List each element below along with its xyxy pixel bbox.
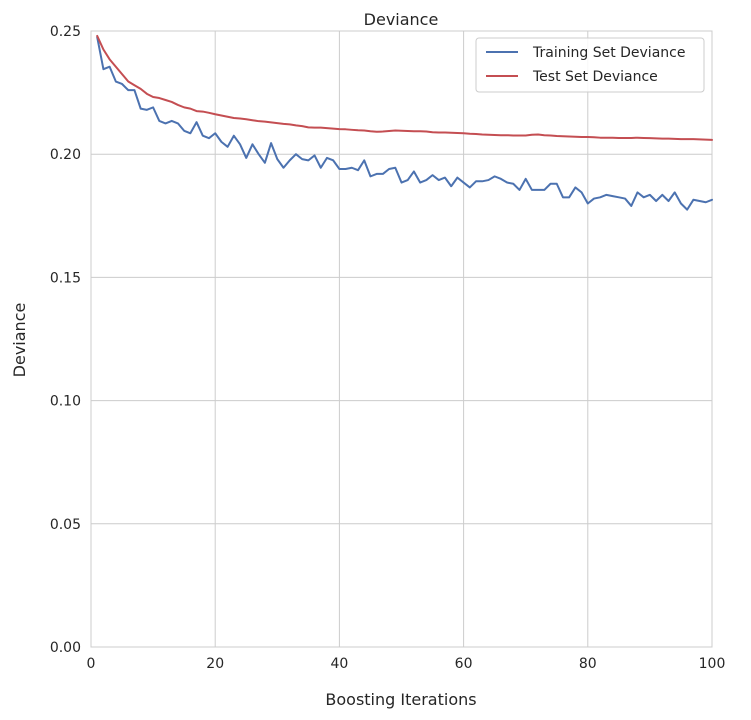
y-tick-label: 0.25 (50, 24, 81, 40)
x-axis-label: Boosting Iterations (325, 690, 476, 709)
y-axis-label: Deviance (10, 303, 29, 378)
x-tick-label: 100 (699, 656, 726, 672)
y-tick-label: 0.15 (50, 270, 81, 286)
series-line-training (96, 36, 713, 211)
legend-label: Training Set Deviance (532, 45, 685, 61)
legend-box (475, 37, 705, 93)
y-tick-label: 0.00 (50, 640, 81, 656)
x-tick-label: 0 (87, 656, 96, 672)
x-tick-label: 40 (330, 656, 348, 672)
chart-title: Deviance (364, 10, 439, 29)
tick-labels: 0 20 40 60 80 100 0.00 0.05 0.10 0.15 0.20 0.25 (50, 24, 726, 672)
series-lines (96, 34, 713, 211)
y-tick-label: 0.20 (50, 147, 81, 163)
x-tick-label: 20 (206, 656, 224, 672)
plot-frame (90, 30, 713, 648)
y-tick-label: 0.10 (50, 394, 81, 410)
series-line-test (96, 34, 713, 141)
legend: Training Set Deviance Test Set Deviance (475, 37, 705, 93)
y-tick-label: 0.05 (50, 517, 81, 533)
legend-label: Test Set Deviance (532, 69, 658, 85)
x-tick-label: 80 (579, 656, 597, 672)
x-tick-label: 60 (455, 656, 473, 672)
